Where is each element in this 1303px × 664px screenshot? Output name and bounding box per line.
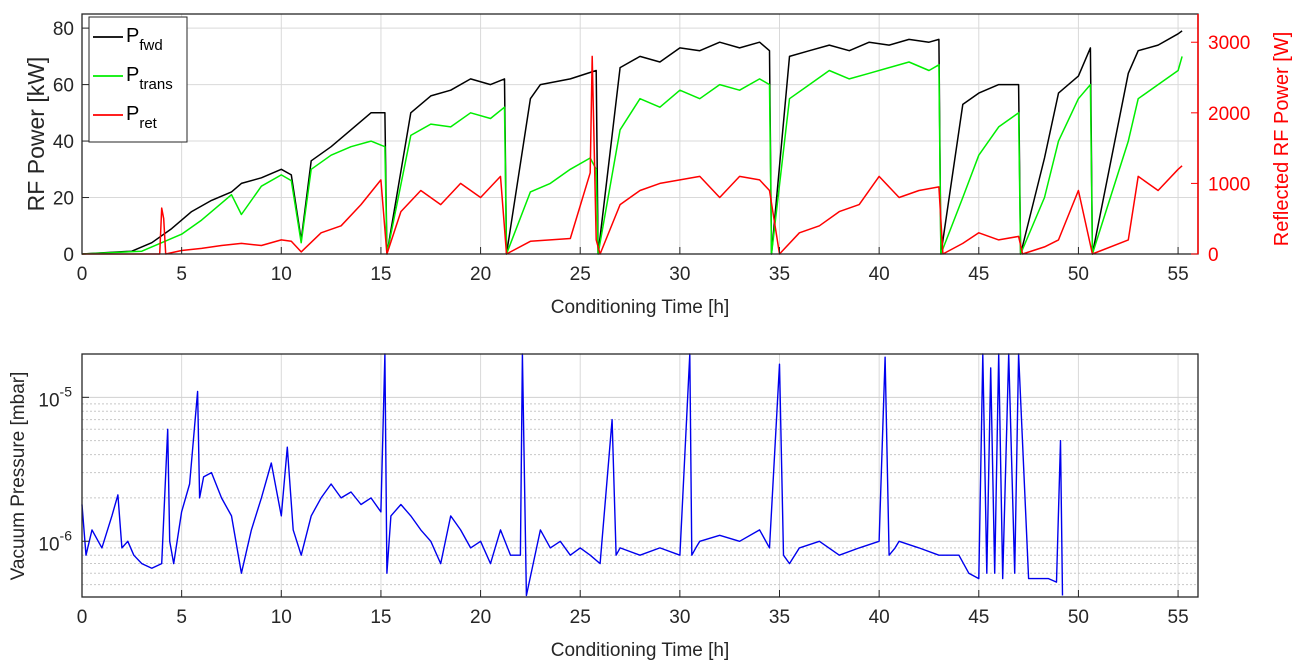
bottom-series-group xyxy=(81,353,1064,597)
top-y-tick-label: 80 xyxy=(53,19,74,40)
top-x-tick-label: 35 xyxy=(769,264,790,285)
top-x-ticks: 0 5 10 15 20 25 30 35 40 45 50 55 xyxy=(77,247,1189,285)
bottom-x-tick-label: 50 xyxy=(1068,607,1089,628)
top-series-group xyxy=(81,30,1183,255)
top-x-tick-label: 55 xyxy=(1168,264,1189,285)
bottom-y-tick-label: 10-6 xyxy=(38,527,72,555)
legend-label-sub-fwd: fwd xyxy=(139,37,162,54)
bottom-y-ticks: 10-610-5 xyxy=(38,383,89,555)
top-x-axis-label: Conditioning Time [h] xyxy=(551,297,730,318)
bottom-y-tick-exponent: -6 xyxy=(60,527,73,543)
top-right-y-tick-label: 2000 xyxy=(1208,104,1250,125)
bottom-y-axis-label: Vacuum Pressure [mbar] xyxy=(8,372,29,581)
top-x-tick-label: 20 xyxy=(470,264,491,285)
legend-label-sub-ret: ret xyxy=(139,115,157,132)
series-line-ret xyxy=(82,55,1183,255)
vacuum-pressure-chart: 0 5 10 15 20 25 30 35 40 45 50 55 10-610-5 Conditio… xyxy=(8,353,1199,661)
top-y-axis-label: RF Power [kW] xyxy=(23,57,49,212)
top-x-tick-label: 10 xyxy=(271,264,292,285)
bottom-y-tick-exponent: -5 xyxy=(60,383,73,399)
top-plot-frame xyxy=(81,13,1199,255)
top-grid xyxy=(81,14,1198,255)
bottom-x-tick-label: 30 xyxy=(669,607,690,628)
bottom-x-tick-label: 35 xyxy=(769,607,790,628)
top-y-tick-label: 20 xyxy=(53,189,74,210)
top-right-y-axis-label: Reflected RF Power [W] xyxy=(1271,32,1293,247)
top-right-y-ticks: 0 1000 2000 3000 xyxy=(1191,14,1250,266)
legend-label-sub-trans: trans xyxy=(139,76,172,93)
bottom-x-tick-label: 5 xyxy=(176,607,187,628)
bottom-x-ticks: 0 5 10 15 20 25 30 35 40 45 50 55 xyxy=(77,590,1189,628)
bottom-x-tick-label: 40 xyxy=(869,607,890,628)
top-right-y-tick-label: 3000 xyxy=(1208,33,1250,54)
bottom-x-tick-label: 0 xyxy=(77,607,88,628)
bottom-x-tick-label: 45 xyxy=(968,607,989,628)
top-x-tick-label: 15 xyxy=(370,264,391,285)
bottom-x-tick-label: 20 xyxy=(470,607,491,628)
top-x-tick-label: 25 xyxy=(570,264,591,285)
bottom-x-tick-label: 15 xyxy=(370,607,391,628)
top-x-tick-label: 30 xyxy=(669,264,690,285)
top-x-tick-label: 45 xyxy=(968,264,989,285)
top-right-y-tick-label: 1000 xyxy=(1208,174,1250,195)
bottom-grid xyxy=(81,353,1198,597)
bottom-y-tick-label: 10-5 xyxy=(38,383,72,411)
series-line-fwd xyxy=(81,30,1183,255)
bottom-x-tick-label: 10 xyxy=(271,607,292,628)
rf-power-chart: 0 5 10 15 20 25 30 35 40 45 50 55 0 20 40 60 80 0 1000 20… xyxy=(23,13,1293,318)
top-y-tick-label: 60 xyxy=(53,76,74,97)
bottom-y-tick-base: 10 xyxy=(38,390,59,411)
series-line-pressure xyxy=(81,353,1064,597)
bottom-x-axis-label: Conditioning Time [h] xyxy=(551,640,730,661)
bottom-x-tick-label: 25 xyxy=(570,607,591,628)
top-y-ticks: 0 20 40 60 80 xyxy=(53,19,89,266)
top-x-tick-label: 0 xyxy=(77,264,88,285)
bottom-y-tick-base: 10 xyxy=(38,534,59,555)
series-line-trans xyxy=(81,56,1183,255)
top-x-tick-label: 50 xyxy=(1068,264,1089,285)
top-right-y-tick-label: 0 xyxy=(1208,245,1219,266)
top-x-tick-label: 40 xyxy=(869,264,890,285)
top-y-tick-label: 40 xyxy=(53,132,74,153)
top-x-tick-label: 5 xyxy=(176,264,187,285)
bottom-plot-frame xyxy=(81,353,1199,598)
bottom-x-tick-label: 55 xyxy=(1168,607,1189,628)
top-y-tick-label: 0 xyxy=(63,245,74,266)
